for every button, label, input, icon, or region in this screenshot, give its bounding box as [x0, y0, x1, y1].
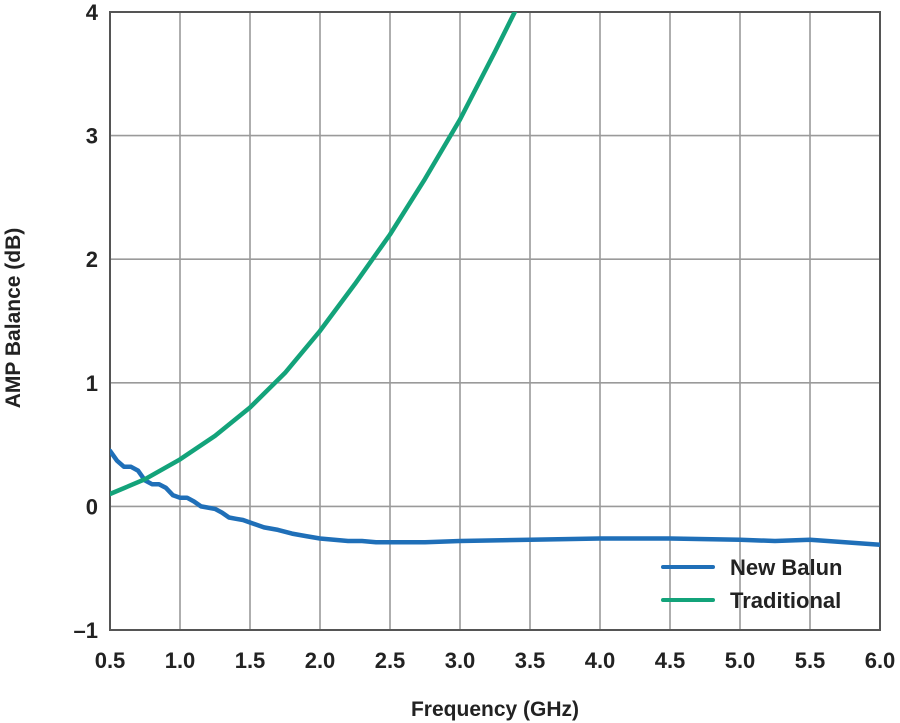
x-tick-label: 4.0 [585, 648, 616, 673]
x-tick-label: 3.0 [445, 648, 476, 673]
plot-frame [109, 11, 881, 631]
legend-label-traditional: Traditional [730, 588, 841, 613]
y-tick-labels: 4 3 2 1 0 –1 [74, 0, 99, 643]
x-tick-labels: 0.5 1.0 1.5 2.0 2.5 3.0 3.5 4.0 4.5 5.0 5.5 6.0 [95, 648, 896, 673]
x-axis-title: Frequency (GHz) [411, 698, 579, 721]
x-tick-label: 2.5 [375, 648, 406, 673]
y-tick-label: –1 [74, 618, 98, 643]
y-tick-label: 3 [86, 124, 98, 149]
x-tick-label: 5.5 [795, 648, 826, 673]
x-tick-label: 0.5 [95, 648, 126, 673]
x-tick-label: 3.5 [515, 648, 546, 673]
x-tick-label: 5.0 [725, 648, 756, 673]
y-tick-label: 1 [86, 371, 98, 396]
grid-lines [109, 11, 881, 631]
y-tick-label: 4 [86, 0, 99, 25]
x-tick-label: 4.5 [655, 648, 686, 673]
y-tick-label: 0 [86, 494, 98, 519]
x-tick-label: 6.0 [865, 648, 896, 673]
legend: New Balun Traditional [661, 555, 842, 613]
x-tick-label: 1.5 [235, 648, 266, 673]
data-series [110, 12, 880, 547]
y-tick-label: 2 [86, 247, 98, 272]
y-axis-title: AMP Balance (dB) [2, 228, 25, 408]
legend-label-new-balun: New Balun [730, 555, 842, 580]
series-line-traditional [110, 12, 518, 497]
x-tick-label: 2.0 [305, 648, 336, 673]
series-line-new-balun [110, 448, 880, 547]
x-tick-label: 1.0 [165, 648, 196, 673]
